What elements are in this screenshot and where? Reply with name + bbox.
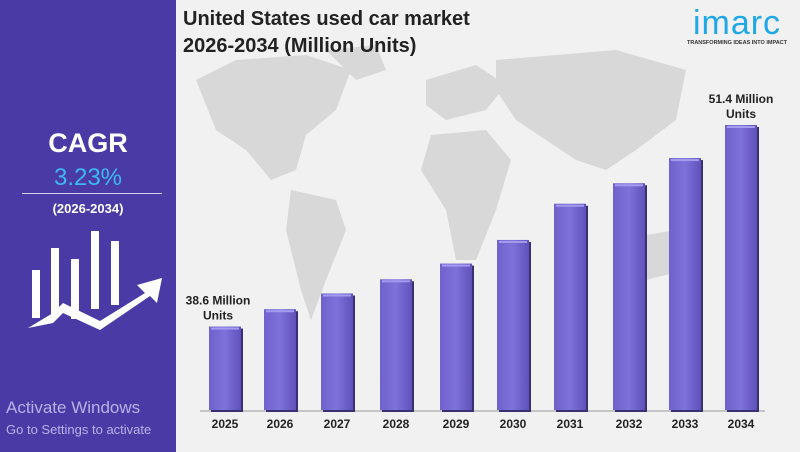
world-map-background (196, 45, 686, 320)
cagr-label: CAGR (48, 128, 128, 158)
bar-highlight (382, 280, 410, 283)
bar-highlight (323, 294, 351, 297)
cagr-panel: CAGR 3.23% (2026-2034) (0, 0, 176, 452)
bar-highlight (442, 264, 470, 267)
x-tick-label: 2025 (212, 417, 239, 431)
x-tick-label: 2032 (616, 417, 643, 431)
bar-2034 (725, 125, 757, 410)
divider (22, 193, 162, 194)
bar-2033 (669, 158, 701, 410)
bar-2032 (613, 183, 645, 410)
growth-chart-icon (28, 231, 162, 330)
x-tick-label: 2027 (324, 417, 351, 431)
data-label: Units (726, 107, 756, 121)
bar-highlight (556, 204, 584, 207)
bar-highlight (499, 240, 527, 243)
x-tick-label: 2033 (672, 417, 699, 431)
activate-windows-watermark: Activate Windows (6, 398, 141, 417)
logo-wordmark: imarc (692, 4, 782, 42)
bar-2030 (497, 239, 529, 410)
bar-2025 (209, 326, 241, 410)
bar-2028 (380, 279, 412, 410)
bar-highlight (727, 126, 755, 128)
chart-title: United States used car market 2026-2034 … (183, 6, 470, 60)
x-tick-label: 2026 (267, 417, 294, 431)
bar-highlight (671, 159, 699, 162)
bar-2031 (554, 203, 586, 410)
title-line-1: United States used car market (183, 8, 470, 30)
x-tick-label: 2031 (557, 417, 584, 431)
data-label: 51.4 Million (709, 92, 774, 106)
x-tick-label: 2030 (500, 417, 527, 431)
x-tick-label: 2028 (383, 417, 410, 431)
cagr-period: (2026-2034) (52, 201, 124, 216)
bar-2027 (321, 293, 353, 410)
title-line-2: 2026-2034 (Million Units) (183, 35, 417, 57)
bar-highlight (211, 327, 239, 330)
bar-2026 (264, 309, 296, 410)
data-label: 38.6 Million (186, 294, 251, 308)
bar-2029 (440, 263, 472, 410)
bar-highlight (266, 310, 294, 313)
imarc-logo: imarc TRANSFORMING IDEAS INTO IMPACT (682, 6, 792, 46)
data-label: Units (203, 309, 233, 323)
bar-highlight (615, 184, 643, 187)
cagr-value: 3.23% (53, 164, 123, 191)
x-tick-label: 2029 (443, 417, 470, 431)
x-tick-label: 2034 (728, 417, 755, 431)
activate-windows-hint: Go to Settings to activate (6, 422, 152, 437)
logo-tagline: TRANSFORMING IDEAS INTO IMPACT (686, 40, 788, 46)
